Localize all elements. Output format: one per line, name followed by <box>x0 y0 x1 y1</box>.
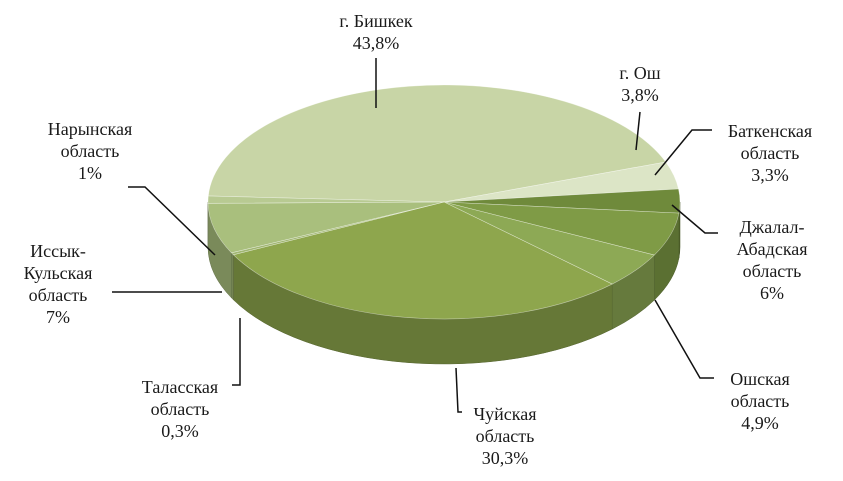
leader-line <box>128 186 216 256</box>
leader-line <box>232 318 241 386</box>
value-label: 7% <box>45 307 70 327</box>
category: Таласская область <box>141 377 219 419</box>
category: Чуйская область <box>473 404 537 446</box>
leader-line <box>455 367 462 413</box>
category: Ошская область <box>730 369 790 411</box>
value-label: 43,8% <box>352 33 400 53</box>
category: Нарынская область <box>47 119 133 161</box>
value-label: 30,3% <box>481 448 529 468</box>
value-label: 6% <box>760 283 784 303</box>
leader-line <box>654 129 712 176</box>
value-label: 1% <box>77 163 102 183</box>
leader-line <box>671 204 718 234</box>
slice-label: Чуйская область 30,3% <box>473 403 536 469</box>
value-label: 0,3% <box>161 421 199 441</box>
slice-label: Таласская область 0,3% <box>142 376 218 442</box>
category: Иссык- Кульская область <box>23 241 93 305</box>
value-label: 3,3% <box>751 165 789 185</box>
category: Джалал- Абадская область <box>736 217 808 281</box>
slice-label: Ошская область 4,9% <box>730 368 790 434</box>
leader-line <box>635 111 641 151</box>
value-label: 3,8% <box>621 85 659 105</box>
slice-label: г. Ош 3,8% <box>619 62 660 106</box>
slice-side <box>231 252 234 301</box>
category: г. Бишкек <box>339 11 413 31</box>
slice-label: Иссык- Кульская область 7% <box>24 240 93 328</box>
slice <box>207 201 445 254</box>
value-label: 4,9% <box>741 413 779 433</box>
category: Баткенская область <box>727 121 813 163</box>
leader-line <box>654 299 714 379</box>
category: г. Ош <box>619 63 661 83</box>
slice-label: Нарынская область 1% <box>48 118 132 184</box>
slice-label: г. Бишкек 43,8% <box>339 10 412 54</box>
slice-label: Баткенская область 3,3% <box>728 120 812 186</box>
slice-label: Джалал- Абадская область 6% <box>736 216 807 304</box>
slice <box>207 84 667 203</box>
slice <box>207 195 445 204</box>
